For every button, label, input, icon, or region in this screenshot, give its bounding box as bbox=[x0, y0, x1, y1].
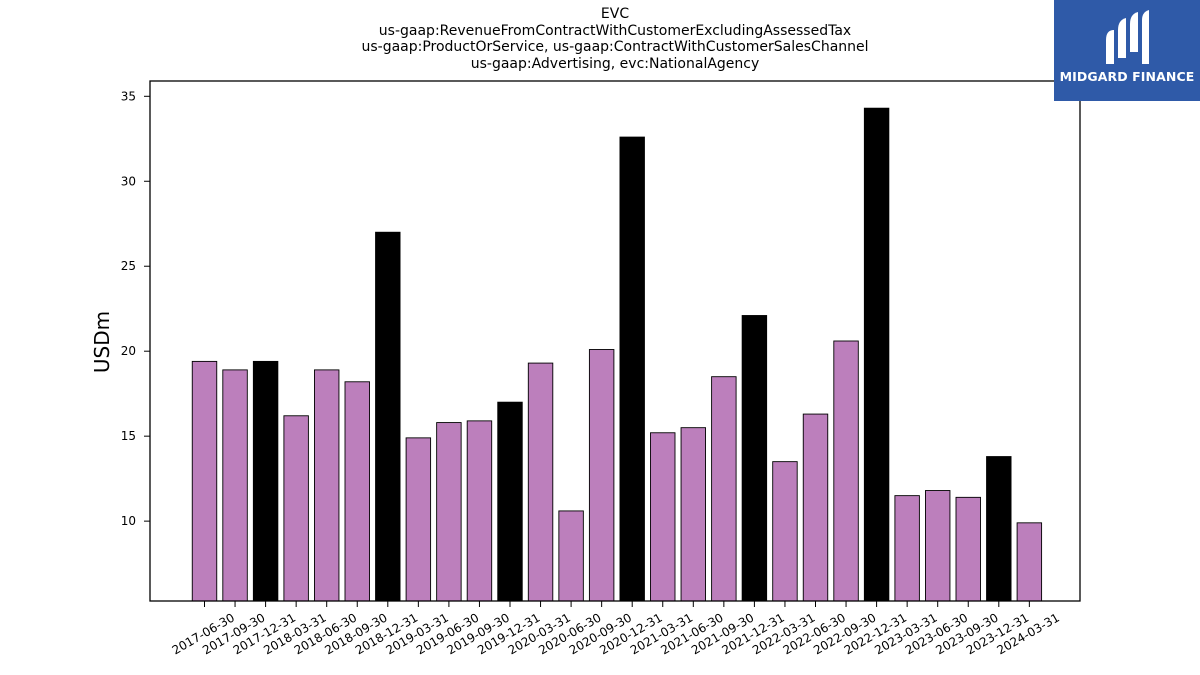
logo-mark-icon bbox=[1106, 10, 1149, 64]
y-tick-label: 15 bbox=[121, 429, 136, 443]
bar-2018-09-30 bbox=[344, 381, 370, 602]
bar-2018-06-30 bbox=[314, 369, 340, 602]
bar-2023-06-30 bbox=[925, 490, 951, 602]
bar-2020-12-31 bbox=[619, 136, 645, 602]
y-axis-label: USDm bbox=[90, 311, 114, 373]
bars-group bbox=[191, 107, 1043, 602]
chart-title: EVC us-gaap:RevenueFromContractWithCusto… bbox=[150, 6, 1080, 72]
bar-2019-03-31 bbox=[405, 437, 432, 602]
bar-2023-03-31 bbox=[894, 495, 920, 602]
y-tick-label: 35 bbox=[121, 89, 136, 103]
chart-title-line: us-gaap:Advertising, evc:NationalAgency bbox=[470, 55, 760, 72]
midgard-finance-logo: MIDGARD FINANCE bbox=[1054, 0, 1200, 101]
y-axis: 10 15 20 25 30 35 bbox=[121, 89, 150, 528]
bar-2019-06-30 bbox=[436, 422, 462, 602]
bar-2019-09-30 bbox=[466, 420, 493, 602]
bar-2017-06-30 bbox=[191, 360, 218, 602]
bar-2020-09-30 bbox=[588, 349, 615, 602]
bar-2021-12-31 bbox=[741, 315, 768, 602]
bar-2024-03-31 bbox=[1016, 522, 1043, 602]
y-tick-label: 10 bbox=[121, 514, 136, 528]
chart-title-line: us-gaap:ProductOrService, us-gaap:Contra… bbox=[361, 39, 869, 56]
bar-2019-12-31 bbox=[497, 401, 523, 602]
logo-text: MIDGARD FINANCE bbox=[1059, 69, 1195, 84]
bar-2017-09-30 bbox=[222, 369, 248, 602]
y-tick-label: 30 bbox=[121, 174, 136, 188]
bar-2023-12-31 bbox=[986, 456, 1012, 602]
bar-2020-03-31 bbox=[527, 362, 554, 602]
chart-title-line: us-gaap:RevenueFromContractWithCustomerE… bbox=[378, 22, 852, 39]
y-tick-label: 25 bbox=[121, 259, 136, 273]
chart-title-line: EVC bbox=[600, 6, 630, 22]
bar-2021-09-30 bbox=[711, 376, 737, 602]
bar-2020-06-30 bbox=[558, 510, 584, 602]
bar-2021-06-30 bbox=[680, 427, 706, 602]
bar-2022-12-31 bbox=[863, 107, 890, 602]
bar-2021-03-31 bbox=[650, 432, 676, 602]
bar-2022-09-30 bbox=[833, 340, 859, 602]
x-axis: 2017-06-302017-09-302017-12-312018-03-31… bbox=[170, 601, 1062, 657]
bar-2018-03-31 bbox=[283, 415, 309, 602]
bar-2022-06-30 bbox=[802, 413, 829, 602]
y-tick-label: 20 bbox=[121, 344, 136, 358]
bar-2018-12-31 bbox=[375, 231, 401, 602]
bar-2017-12-31 bbox=[252, 360, 279, 602]
bar-2023-09-30 bbox=[955, 496, 981, 602]
plot-frame bbox=[149, 80, 1081, 602]
bar-2022-03-31 bbox=[772, 461, 798, 602]
